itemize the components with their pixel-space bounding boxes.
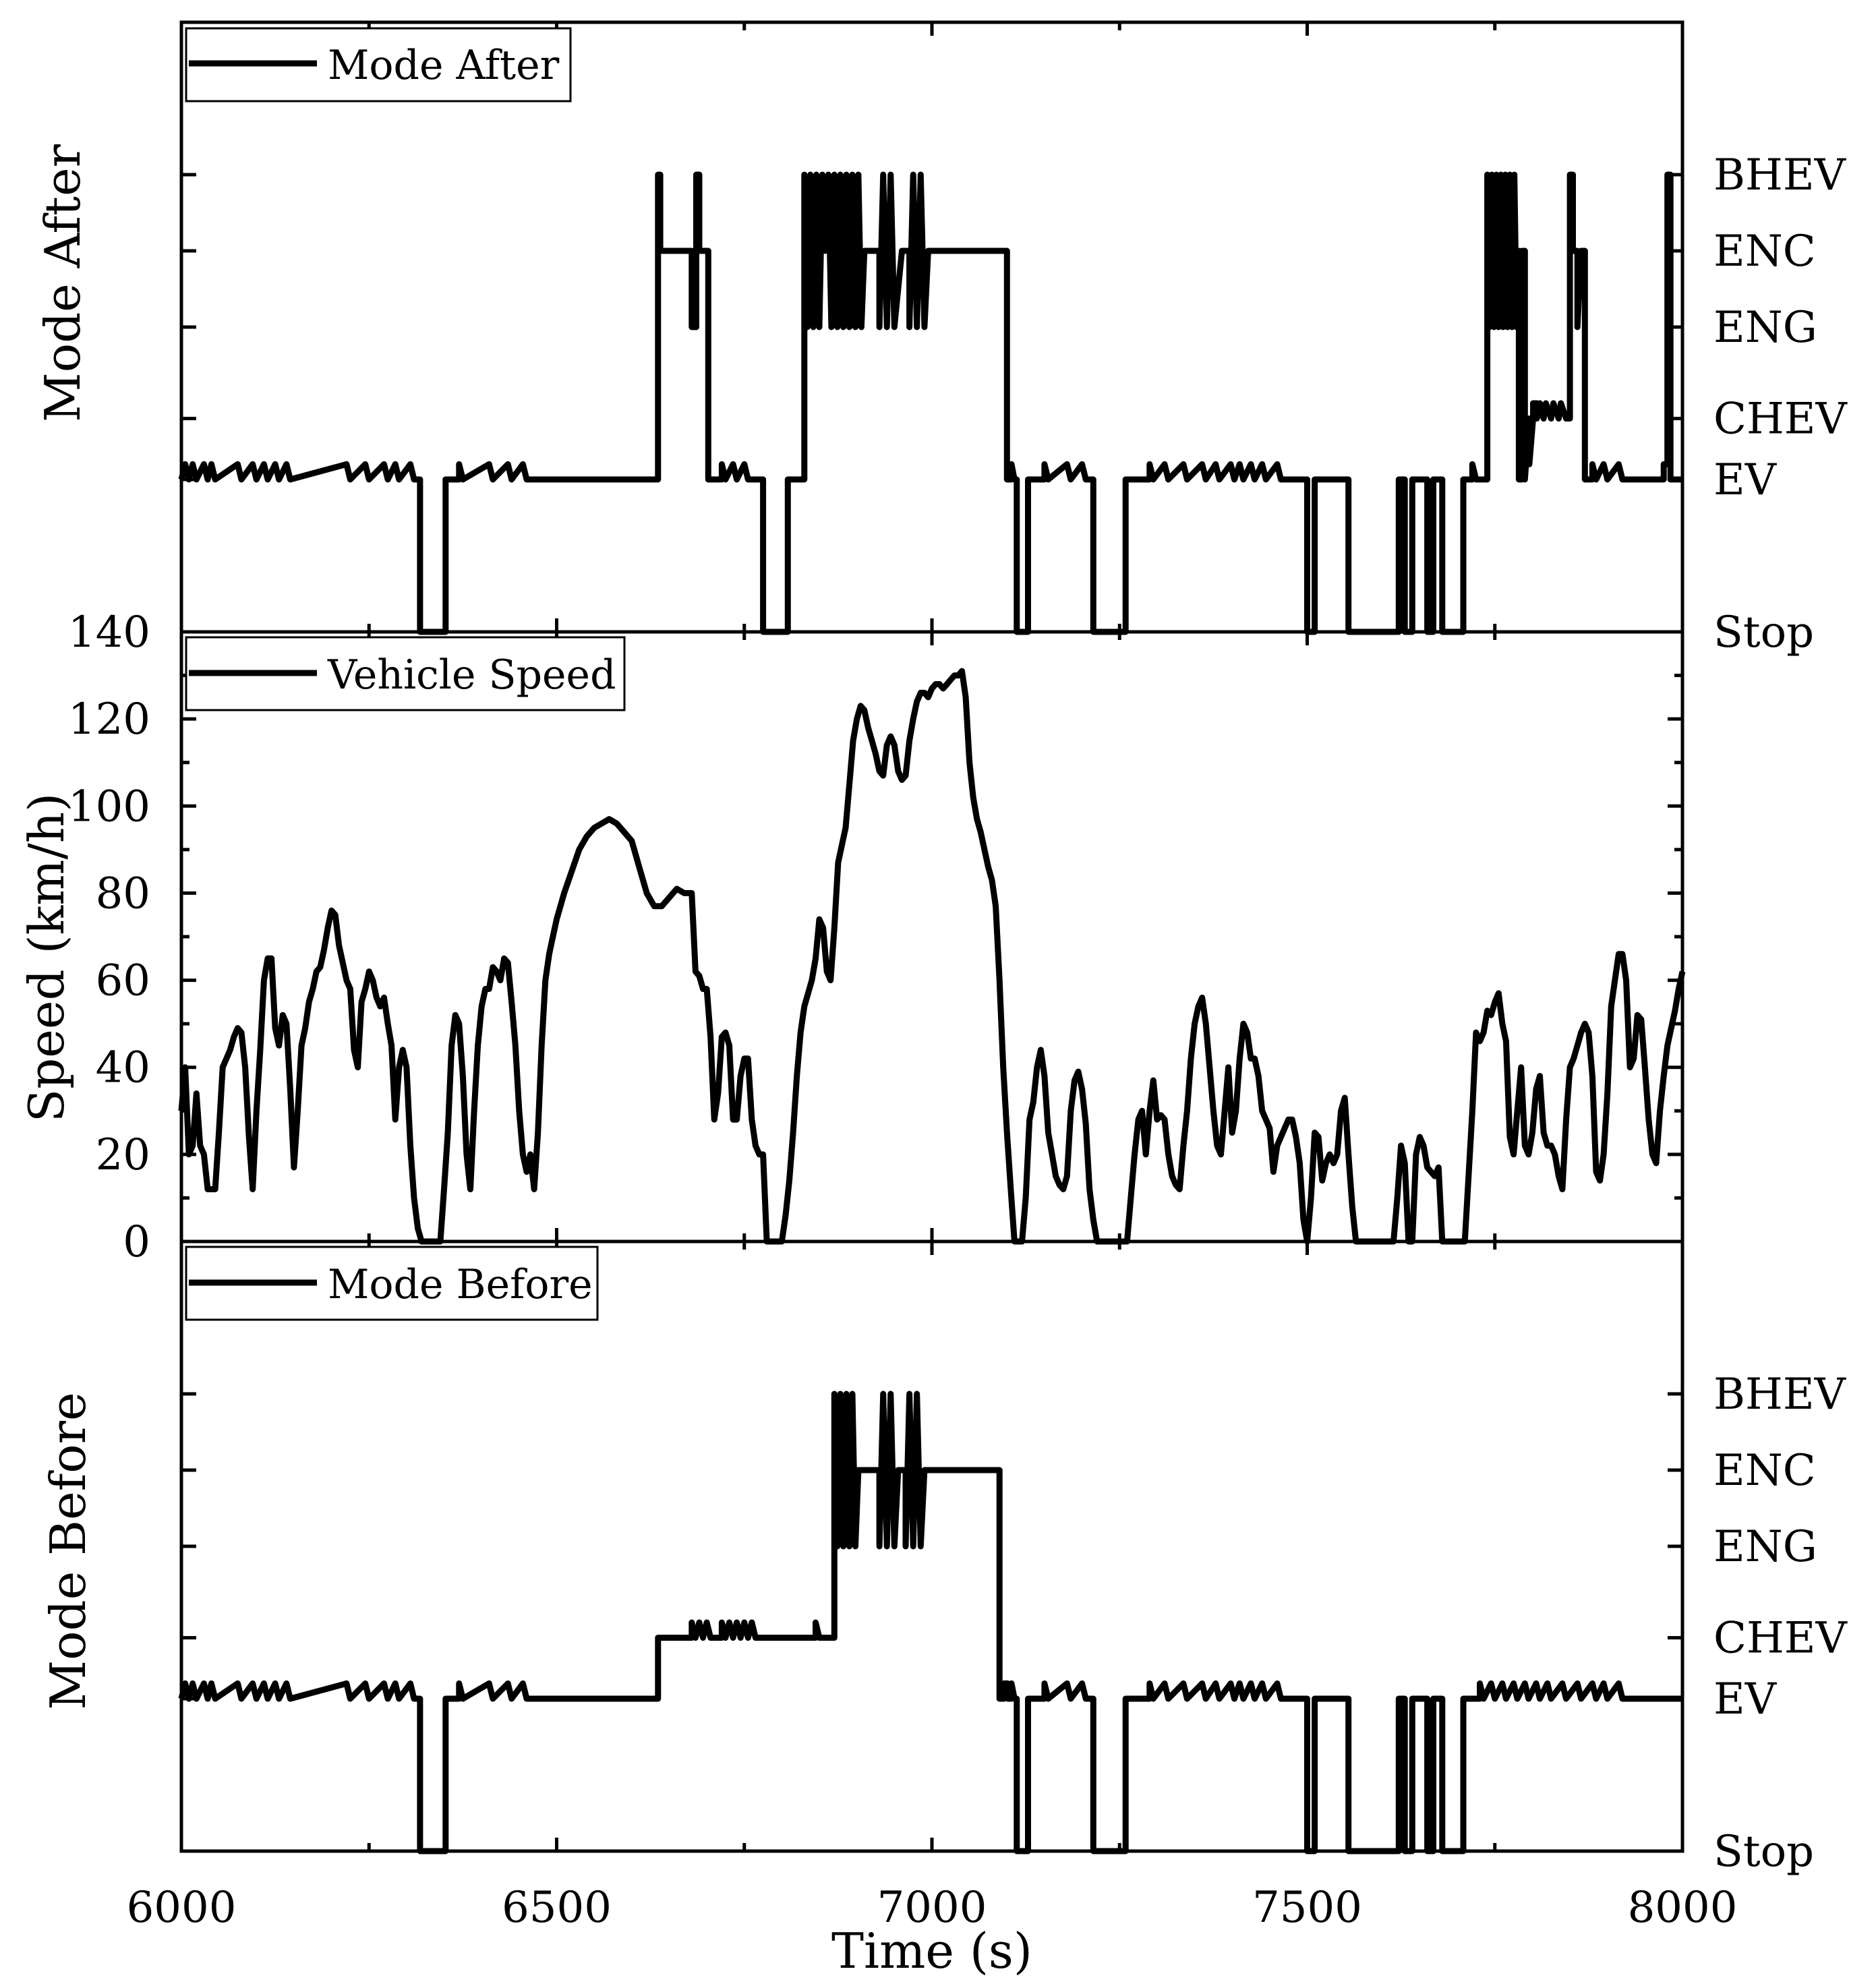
speed-tick-label: 80	[96, 869, 150, 918]
speed-tick-label: 20	[96, 1130, 150, 1180]
mode-category-label: BHEV	[1713, 1370, 1847, 1420]
speed-y-axis-title: Speed (km/h)	[18, 793, 75, 1122]
speed-tick-labels: 0 20 40 60 80 100 120 140	[68, 608, 150, 1267]
mode-before-tick-labels: Stop EV CHEV ENG ENC BHEV	[1713, 1370, 1848, 1877]
speed-tick-label: 40	[96, 1043, 150, 1093]
mode-category-label: ENC	[1713, 227, 1816, 276]
vehicle-speed-panel: 0 20 40 60 80 100 120 140 Speed (km/h) Vehicle …	[18, 608, 1686, 1267]
mode-category-label: Stop	[1713, 1827, 1814, 1877]
mode-category-label: EV	[1713, 455, 1778, 505]
speed-tick-label: 0	[123, 1217, 150, 1267]
mode-category-label: CHEV	[1713, 1614, 1848, 1664]
mode-category-label: Stop	[1713, 608, 1814, 657]
x-tick-label: 6000	[127, 1883, 237, 1933]
mode-category-label: ENG	[1713, 1522, 1817, 1572]
x-tick-label: 7000	[877, 1883, 987, 1933]
x-tick-label: 7500	[1252, 1883, 1362, 1933]
mode-before-y-axis-title: Mode Before	[40, 1392, 96, 1709]
mode-category-label: EV	[1713, 1674, 1778, 1724]
x-tick-label: 6500	[502, 1883, 612, 1933]
mode-category-label: CHEV	[1713, 394, 1848, 444]
speed-tick-label: 100	[68, 782, 150, 831]
mode-before-panel: Stop EV CHEV ENG ENC BHEV Mode Before Mode Be…	[40, 1239, 1848, 1877]
x-axis-tick-labels: 6000 6500 7000 7500 8000	[127, 1883, 1738, 1933]
mode-before-legend-label: Mode Before	[328, 1261, 593, 1308]
mode-category-label: ENG	[1713, 303, 1817, 353]
mode-after-legend: Mode After	[185, 27, 572, 103]
mode-after-legend-label: Mode After	[328, 42, 560, 89]
speed-tick-label: 140	[68, 608, 150, 657]
x-tick-label: 8000	[1628, 1883, 1738, 1933]
mode-before-trace	[178, 1391, 1682, 1854]
mode-before-frame	[179, 1239, 1684, 1853]
mode-before-legend: Mode Before	[185, 1246, 599, 1321]
speed-tick-label: 120	[68, 695, 150, 744]
mode-after-tick-labels: Stop EV CHEV ENG ENC BHEV	[1713, 150, 1848, 657]
x-axis-title: Time (s)	[831, 1923, 1032, 1979]
mode-after-trace	[178, 171, 1682, 635]
mode-after-y-axis-title: Mode After	[34, 144, 91, 422]
vehicle-speed-legend: Vehicle Speed	[185, 636, 626, 711]
vehicle-speed-trace	[178, 668, 1686, 1245]
mode-category-label: ENC	[1713, 1446, 1816, 1496]
mode-category-label: BHEV	[1713, 150, 1847, 200]
vehicle-speed-legend-label: Vehicle Speed	[327, 651, 616, 699]
speed-tick-label: 60	[96, 956, 150, 1006]
mode-after-panel: Stop EV CHEV ENG ENC BHEV Mode After Mode Aft…	[34, 20, 1848, 657]
